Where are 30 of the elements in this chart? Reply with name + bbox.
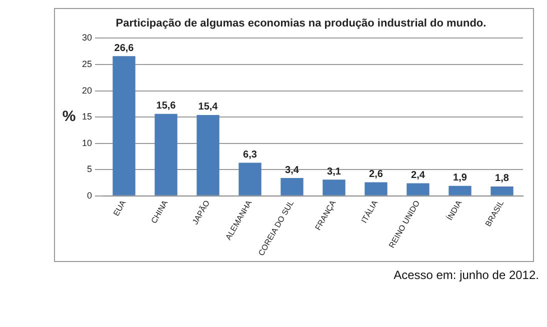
y-tick-label: 20 xyxy=(82,85,92,96)
text: Acesso em: junho de 2012. xyxy=(392,268,539,282)
data-label: 15,4 xyxy=(198,102,218,113)
data-label: 3,1 xyxy=(327,166,342,178)
y-tick-label: 0 xyxy=(86,190,92,200)
bar xyxy=(280,178,304,196)
bar xyxy=(490,186,514,196)
bar xyxy=(238,162,262,196)
bar xyxy=(196,114,220,196)
data-label: 6,3 xyxy=(243,150,258,161)
y-tick-label: 30 xyxy=(82,32,92,43)
chart-title: Participação de algumas economias na produção industrial do mundo. xyxy=(116,18,486,30)
y-tick-label: 25 xyxy=(82,58,92,69)
bar xyxy=(112,56,136,196)
bar xyxy=(406,183,430,196)
data-label: 1,9 xyxy=(453,172,468,184)
y-axis-title: % xyxy=(62,108,76,126)
bar xyxy=(154,114,178,196)
bar xyxy=(322,180,346,196)
y-tick-label: 5 xyxy=(86,164,92,174)
data-label: 3,4 xyxy=(285,164,300,176)
y-tick-label: 10 xyxy=(82,138,92,148)
y-tick-label: 15 xyxy=(82,112,92,122)
data-label: 1,8 xyxy=(495,173,510,184)
data-label: 2,6 xyxy=(369,169,384,180)
bar xyxy=(364,182,388,196)
data-label: 15,6 xyxy=(156,100,176,112)
data-label: 26,6 xyxy=(114,42,134,54)
data-label: 2,4 xyxy=(411,170,426,182)
bar xyxy=(448,186,472,196)
